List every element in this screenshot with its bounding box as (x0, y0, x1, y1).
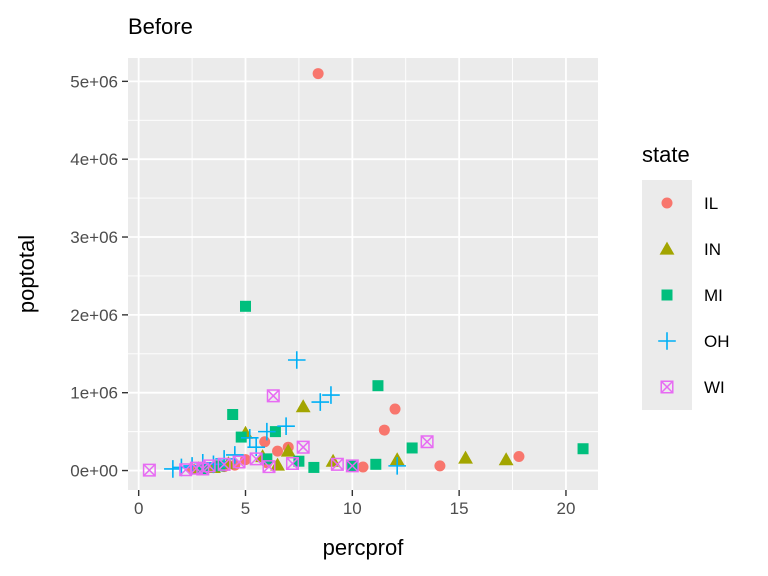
x-tick-label: 20 (556, 499, 575, 518)
point-wi (285, 457, 300, 471)
point-wi (266, 389, 280, 403)
point-il (378, 424, 390, 436)
y-tick-label: 0e+00 (70, 462, 118, 481)
point-wi (330, 457, 344, 471)
point-wi (179, 463, 193, 477)
point-mi (227, 408, 239, 420)
point-il (389, 403, 401, 415)
legend-symbol-mi (661, 289, 673, 301)
point-oh (322, 386, 340, 404)
x-tick-label: 5 (241, 499, 250, 518)
legend-label-mi: MI (704, 286, 723, 305)
x-axis-label: percprof (323, 535, 405, 560)
point-wi (262, 460, 276, 474)
data-points (142, 68, 589, 478)
legend-symbol-wi (660, 380, 674, 394)
point-in (280, 443, 296, 457)
point-oh (287, 351, 306, 369)
legend-label-oh: OH (704, 332, 730, 351)
x-tick-label: 0 (134, 499, 143, 518)
point-wi (296, 440, 310, 454)
point-oh (388, 457, 406, 475)
legend-label-wi: WI (704, 378, 725, 397)
point-mi (372, 380, 384, 392)
legend: IL IN MI OH WI (642, 180, 730, 410)
legend-symbol-in (659, 241, 675, 255)
point-wi (345, 459, 359, 473)
point-in (270, 457, 285, 471)
legend-symbol-il (661, 197, 673, 209)
point-wi (232, 455, 246, 469)
point-wi (217, 457, 231, 471)
grid-minor (128, 58, 598, 490)
point-il (434, 460, 446, 472)
point-il (357, 461, 369, 473)
y-tick-label: 2e+06 (70, 306, 118, 325)
point-in (295, 399, 311, 413)
point-wi (142, 463, 156, 477)
chart-title: Before (128, 14, 193, 39)
legend-symbol-oh (658, 332, 676, 350)
y-tick-label: 5e+06 (70, 72, 118, 91)
point-il (312, 68, 324, 80)
point-mi (308, 461, 320, 473)
point-oh (277, 417, 295, 435)
point-in (498, 452, 514, 466)
point-il (513, 451, 525, 463)
point-mi (261, 453, 273, 465)
y-tick-label: 3e+06 (70, 228, 118, 247)
point-il (259, 436, 271, 448)
x-tick-label: 10 (343, 499, 362, 518)
point-mi (577, 443, 589, 455)
plot-panel (128, 58, 598, 490)
legend-title: state (642, 142, 690, 167)
grid-major (128, 58, 598, 490)
point-oh (258, 422, 276, 441)
point-oh (240, 429, 259, 447)
point-oh (226, 446, 244, 464)
point-mi (240, 300, 251, 312)
point-oh (164, 460, 182, 478)
point-wi (249, 452, 263, 466)
y-tick-label: 4e+06 (70, 150, 118, 169)
point-oh (311, 393, 330, 411)
point-wi (196, 462, 210, 476)
legend-label-il: IL (704, 194, 718, 213)
x-tick-label: 15 (450, 499, 469, 518)
legend-label-in: IN (704, 240, 721, 259)
point-mi (406, 442, 418, 454)
point-mi (214, 460, 226, 472)
y-axis-label: poptotal (14, 235, 39, 313)
point-mi (370, 458, 382, 470)
x-axis: 0 5 10 15 20 (134, 490, 575, 518)
point-il (272, 445, 284, 457)
y-axis: 0e+00 1e+06 2e+06 3e+06 4e+06 5e+06 (70, 72, 128, 481)
y-tick-label: 1e+06 (70, 384, 118, 403)
point-wi (420, 435, 434, 449)
point-in (458, 450, 473, 464)
